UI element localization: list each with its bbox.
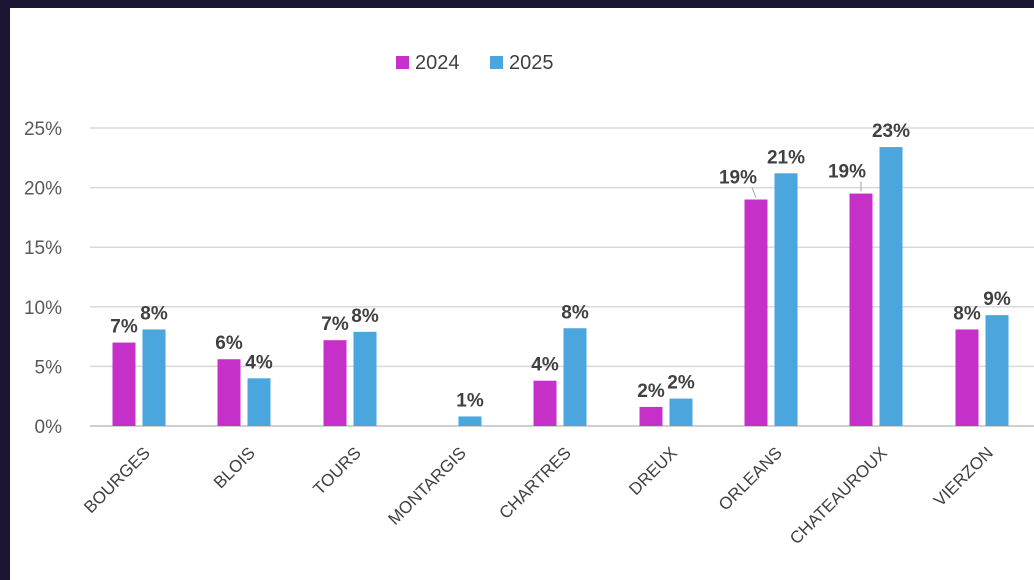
x-category-label: BOURGES: [80, 443, 154, 517]
data-label-2025-blois: 4%: [245, 352, 273, 373]
y-tick-label: 5%: [35, 357, 63, 378]
bar-2024-chartres: [533, 380, 557, 426]
legend: 2024 2025: [396, 52, 554, 74]
data-labels: 7% 6% 7% 4% 2% 19% 19% 8% 8% 4% 8% 1% 8% 2% 21% 23% 9%: [110, 121, 1011, 411]
bar-2025-orleans: [774, 173, 798, 426]
data-label-2024-bourges: 7%: [110, 317, 138, 338]
x-category-label: BLOIS: [210, 443, 259, 492]
y-tick-label: 0%: [35, 417, 63, 438]
bar-2024-orleans: [744, 199, 768, 426]
data-label-2024-orleans: 19%: [719, 168, 757, 189]
data-label-2024-tours: 7%: [321, 314, 349, 335]
data-label-2024-chartres: 4%: [531, 355, 559, 376]
bar-2025-dreux: [669, 398, 693, 426]
x-category-label: CHATEAUROUX: [786, 443, 891, 548]
bar-2025-vierzon: [985, 315, 1009, 426]
x-category-label: TOURS: [310, 443, 365, 498]
gridlines: [90, 127, 1034, 427]
x-category-label: ORLEANS: [715, 443, 786, 514]
bar-2025-bourges: [142, 329, 166, 426]
bar-2025-tours: [353, 331, 377, 426]
bar-2024-tours: [323, 340, 347, 426]
legend-swatch-2024: [396, 56, 409, 69]
bar-2024-dreux: [639, 406, 663, 426]
x-category-label: CHARTRES: [495, 443, 574, 522]
data-label-2025-vierzon: 9%: [983, 289, 1011, 310]
legend-swatch-2025: [490, 56, 503, 69]
x-axis: BOURGES BLOIS TOURS MONTARGIS CHARTRES DREUX O…: [80, 443, 997, 548]
data-label-2025-chateauroux: 23%: [872, 121, 910, 142]
data-label-2025-dreux: 2%: [667, 373, 695, 394]
data-label-2025-bourges: 8%: [140, 303, 168, 324]
bar-2024-bourges: [112, 342, 136, 426]
data-label-2025-montargis: 1%: [456, 390, 484, 411]
x-category-label: VIERZON: [930, 443, 997, 510]
data-label-2024-blois: 6%: [215, 333, 243, 354]
bar-2024-chateauroux: [849, 193, 873, 426]
bar-2025-chateauroux: [879, 147, 903, 426]
data-label-2025-chartres: 8%: [561, 302, 589, 323]
y-tick-label: 20%: [24, 179, 62, 200]
data-label-2025-orleans: 21%: [767, 147, 805, 168]
data-label-2024-vierzon: 8%: [953, 303, 981, 324]
bar-2025-blois: [247, 378, 271, 426]
label-leader-line: [751, 187, 757, 198]
bar-2025-montargis: [458, 416, 482, 426]
y-axis: 0% 5% 10% 15% 20% 25%: [24, 119, 62, 438]
y-tick-label: 15%: [24, 238, 62, 259]
data-label-2024-chateauroux: 19%: [828, 162, 866, 183]
bar-2024-blois: [217, 359, 241, 426]
y-tick-label: 10%: [24, 298, 62, 319]
data-label-2025-tours: 8%: [351, 306, 379, 327]
chart-frame: 0% 5% 10% 15% 20% 25% 7% 6% 7% 4% 2% 19% 19% 8% 8% 4% 8…: [10, 8, 1034, 580]
bar-2024-vierzon: [955, 329, 979, 426]
x-category-label: MONTARGIS: [384, 443, 469, 528]
bar-chart: 0% 5% 10% 15% 20% 25% 7% 6% 7% 4% 2% 19% 19% 8% 8% 4% 8…: [24, 52, 1034, 548]
legend-label-2025: 2025: [509, 52, 554, 74]
data-label-2024-dreux: 2%: [637, 381, 665, 402]
y-tick-label: 25%: [24, 119, 62, 140]
legend-label-2024: 2024: [415, 52, 460, 74]
bars: [112, 147, 1009, 426]
bar-2025-chartres: [563, 328, 587, 426]
x-category-label: DREUX: [625, 443, 681, 499]
